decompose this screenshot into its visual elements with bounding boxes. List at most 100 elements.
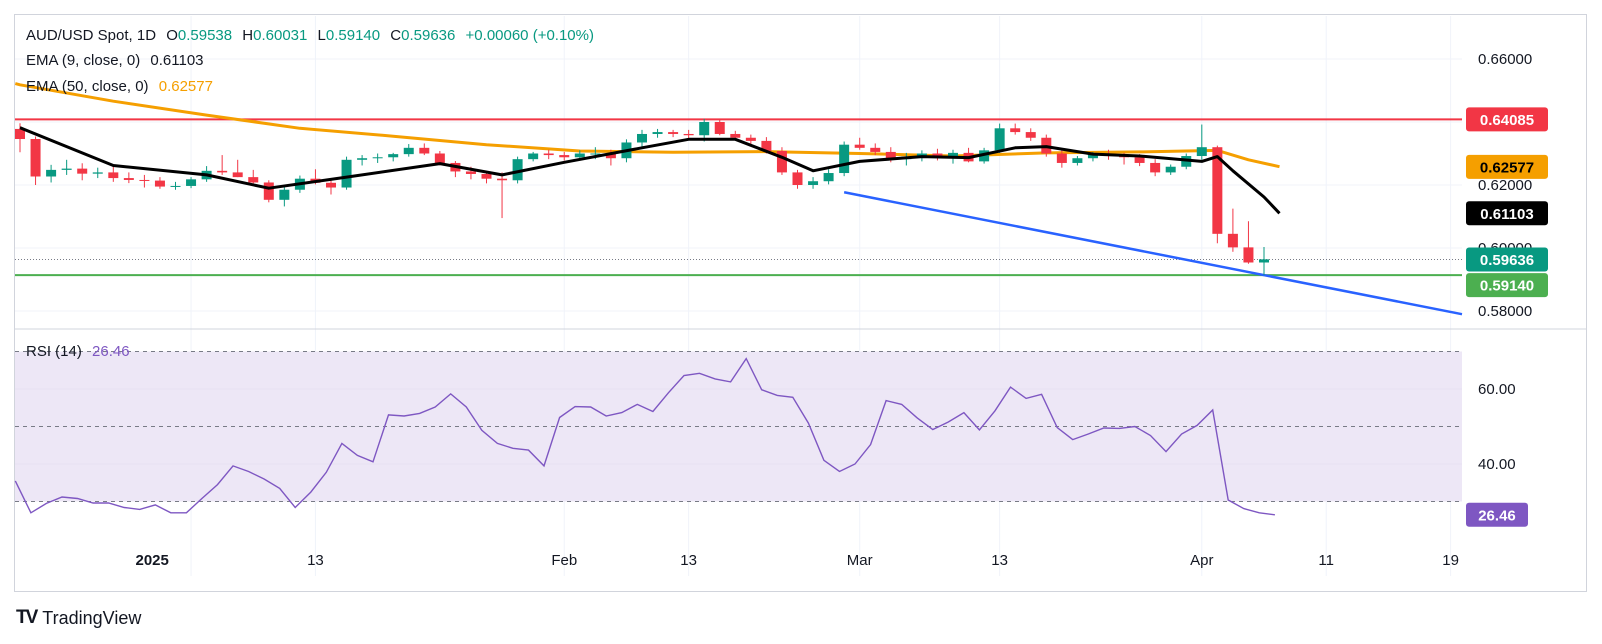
ohlc-change: +0.00060 (+0.10%) [465,27,594,44]
candle-body [668,132,679,134]
rsi-axis-label: 60.00 [1478,381,1516,398]
candle-body [61,168,72,170]
price-tag [1466,201,1548,226]
candle-body [590,153,601,155]
candle-body [263,182,274,200]
candle-body [528,153,539,160]
candle-body [761,140,772,151]
candle-body [745,137,756,141]
candle-body [1087,154,1098,159]
candle-body [854,144,865,148]
candle-body [1243,247,1254,263]
rsi-label: RSI (14) [26,343,82,360]
symbol-legend: AUD/USD Spot, 1D O0.59538 H0.60031 L0.59… [26,27,600,44]
candle-body [139,179,150,181]
candle-body [823,173,834,182]
candle-body [885,151,896,160]
time-axis-label: 11 [1318,552,1334,569]
symbol-title: AUD/USD Spot, 1D [26,27,157,44]
ohlc-open: O0.59538 [166,27,233,44]
candle-body [497,178,508,181]
candle-body [870,147,881,152]
candle-body [1212,147,1223,234]
price-tag [1466,107,1548,132]
candle-body [683,133,694,136]
candle-body [1259,259,1269,263]
candle-body [388,154,399,158]
candle-body [1056,153,1067,163]
candle-body [1134,157,1145,163]
candle-body [1196,147,1207,157]
candle-body [1150,162,1161,173]
candle-body [637,133,647,143]
candle-body [839,144,850,174]
candle-body [357,158,368,160]
candle-body [652,132,663,134]
tradingview-logo-icon: TV [16,607,38,628]
ohlc-low: L0.59140 [317,27,381,44]
candle-body [326,182,336,188]
price-axis-label: 0.66000 [1478,51,1532,68]
price-tag-label: 0.64085 [1480,112,1534,129]
candle-body [419,147,430,154]
tradingview-brand[interactable]: TV TradingView [16,607,141,629]
candle-body [77,168,88,174]
price-tag-label: 0.61103 [1480,206,1533,223]
candle-body [30,139,41,177]
ohlc-high: H0.60031 [242,27,308,44]
candle-body [465,171,476,174]
candle-body [916,153,927,157]
candle-body [1227,233,1238,248]
candle-body [154,180,165,187]
rsi-value-tag [1466,502,1528,527]
candle-body [808,181,819,185]
ema9-label: EMA (9, close, 0) [26,52,141,69]
candle-body [699,122,710,136]
rsi-legend[interactable]: RSI (14) 26.46 [26,343,136,360]
time-axis-label: 13 [991,552,1008,569]
rsi-line [14,357,1275,516]
candle-body [574,153,585,158]
candle-body [341,159,352,188]
candle-body [994,128,1005,151]
candle-body [543,153,554,156]
candle-body [792,172,803,185]
time-axis-label: Apr [1190,552,1213,569]
rsi-value: 26.46 [92,343,130,360]
price-tag-label: 0.62577 [1480,159,1534,176]
candle-body [123,178,134,180]
price-tag-label: 0.59140 [1480,278,1534,295]
rsi-axis-label: 40.00 [1478,456,1516,473]
candle-body [1025,132,1036,138]
candle-body [776,150,787,173]
candle-body [1010,128,1021,133]
price-tag [1466,154,1548,179]
time-axis-label: Mar [847,552,873,569]
candle-body [605,153,616,159]
candle-body [248,177,259,183]
rsi-value-tag-label: 26.46 [1478,507,1516,524]
price-tag-label: 0.59636 [1480,252,1534,269]
time-axis-label: 2025 [135,552,168,569]
candle-body [186,179,197,186]
ema50-label: EMA (50, close, 0) [26,78,149,95]
ema9-value: 0.61103 [150,52,204,69]
price-axis-label: 0.58000 [1478,303,1532,320]
candle-body [1072,158,1083,163]
candle-body [559,155,570,158]
support-trendline [843,191,1463,316]
time-axis-label: 13 [680,552,697,569]
candle-body [46,169,57,177]
candle-body [279,189,290,200]
ema9-legend[interactable]: EMA (9, close, 0) 0.61103 [26,52,210,69]
candle-body [512,159,523,181]
ema50-line [14,82,1280,169]
price-tag [1466,273,1548,298]
candle-body [403,147,414,155]
candle-body [1165,166,1176,173]
chart-frame [14,14,1587,592]
candle-body [932,153,943,157]
ema50-legend[interactable]: EMA (50, close, 0) 0.62577 [26,78,219,95]
candle-body [92,172,103,174]
